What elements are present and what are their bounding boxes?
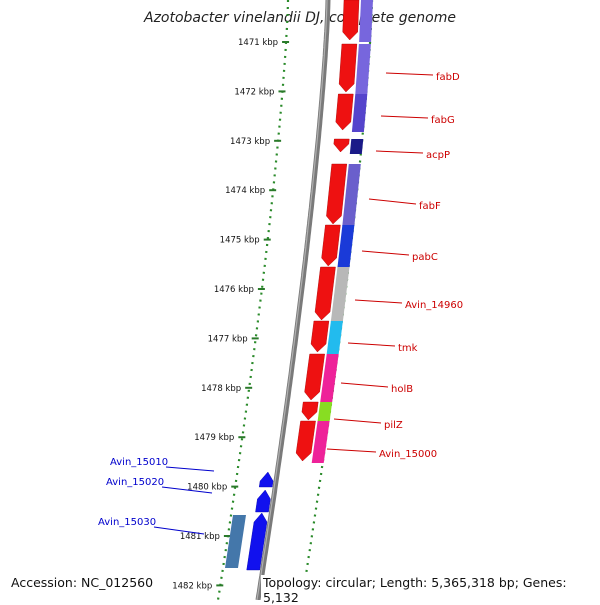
ruler-label: 1477 kbp [208,334,248,344]
genome-backbone-highlight [256,0,328,600]
gene-label-avin_15020: Avin_15020 [106,477,164,488]
accession-text: Accession: NC_012560 [9,575,156,590]
leader-line [165,466,215,472]
ruler-label: 1473 kbp [230,137,270,147]
cog-bar-avin_15030 [225,515,246,568]
gene-arrow-avin_15000 [295,420,316,462]
gene-arrow-fabg [335,93,354,131]
gene-label-avin_14960: Avin_14960 [405,300,463,311]
gene-label-fabd: fabD [436,72,460,83]
genome-summary-text: Topology: circular; Length: 5,365,318 bp… [261,575,600,605]
cog-bar-avin_15000 [311,421,330,463]
cog-bar-fabg [351,94,368,132]
ruler-label: 1478 kbp [201,384,241,394]
leader-line [385,72,434,76]
leader-line [326,448,377,453]
cog-bar-holb [320,354,339,402]
ruler-label: 1476 kbp [214,285,254,295]
leader-line [161,486,213,494]
gene-label-fabg: fabG [431,115,455,126]
cog-bar-fabd [355,44,371,94]
gene-label-acpp: acpP [426,150,450,161]
ruler-label: 1481 kbp [180,532,220,542]
gene-arrow-fabf [326,163,348,225]
gene-arrow-avin_14960 [314,266,336,321]
gene-arrow-tmk [310,320,330,353]
cog-bar-tmk [326,321,343,354]
gene-layer [225,0,373,600]
leader-line [368,198,417,205]
gene-label-fabf: fabF [419,201,441,212]
gene-arrow-acpp [333,138,350,153]
gene-arrow-avin_15020 [255,489,271,513]
gene-label-holb: holB [391,384,413,395]
gene-arrow-upstream [342,0,360,41]
gene-label-avin_15010: Avin_15010 [110,457,168,468]
map-title: Azotobacter vinelandii DJ, complete geno… [144,10,456,26]
gene-arrow-pilz [301,401,319,421]
gene-label-pilz: pilZ [384,420,403,431]
gene-label-avin_15000: Avin_15000 [379,449,437,460]
genome-backbone [255,0,331,600]
ruler-label: 1474 kbp [225,186,265,196]
backbone-layer [255,0,331,600]
cog-bar-upstream [359,0,373,42]
gene-arrow-avin_15030 [246,512,268,571]
leader-line [361,250,410,256]
gene-label-pabc: pabC [412,252,438,263]
gene-arrow-holb [304,353,325,401]
leader-line [333,418,382,424]
ruler-label: 1480 kbp [187,483,227,493]
ruler-dotted-line [216,0,290,600]
ruler-label: 1472 kbp [234,87,274,97]
cog-bar-pabc [337,225,355,268]
leader-line [153,526,205,535]
ruler-label: 1475 kbp [220,236,260,246]
leader-line [340,382,389,388]
gene-arrow-avin_15010 [258,471,274,488]
leader-line [380,115,429,119]
leader-line [354,299,403,304]
gene-arrow-pabc [321,224,341,267]
gene-label-avin_15030: Avin_15030 [98,517,156,528]
ruler-label: 1471 kbp [238,38,278,48]
ruler-label: 1482 kbp [172,581,212,591]
cog-bar-acpp [349,139,364,154]
gene-arrow-fabd [338,43,358,93]
cog-bar-avin_14960 [330,267,350,322]
ruler-label: 1479 kbp [194,433,234,443]
cog-bar-fabf [342,164,361,226]
leader-line [347,342,396,347]
leader-line [375,150,424,154]
cog-bar-pilz [317,402,333,422]
gene-label-tmk: tmk [398,343,418,354]
